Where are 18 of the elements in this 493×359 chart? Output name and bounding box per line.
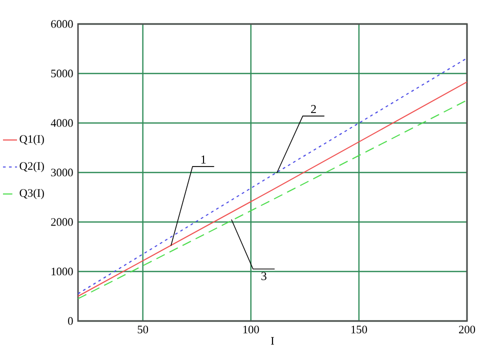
legend-label: Q2(I) <box>20 162 44 172</box>
y-tick-label: 1000 <box>52 268 73 276</box>
y-tick-label: 0 <box>68 317 73 325</box>
y-tick-label: 2000 <box>51 218 73 226</box>
y-tick-label: 6000 <box>51 20 73 28</box>
x-axis-title: I <box>271 337 274 345</box>
x-tick-label: 150 <box>351 326 368 334</box>
annotation: 3 <box>261 272 266 280</box>
x-tick-label: 50 <box>138 326 148 334</box>
legend-label: Q3(I) <box>20 188 44 200</box>
legend-label: Q1(I) <box>20 134 44 146</box>
annotation: 1 <box>201 156 206 164</box>
y-tick-label: 4000 <box>50 119 73 127</box>
y-tick-label: 5000 <box>51 70 73 78</box>
x-tick-label: 100 <box>243 326 259 334</box>
annotation: 2 <box>311 105 316 113</box>
x-tick-label: 200 <box>458 326 476 334</box>
y-tick-label: 3000 <box>51 168 73 176</box>
